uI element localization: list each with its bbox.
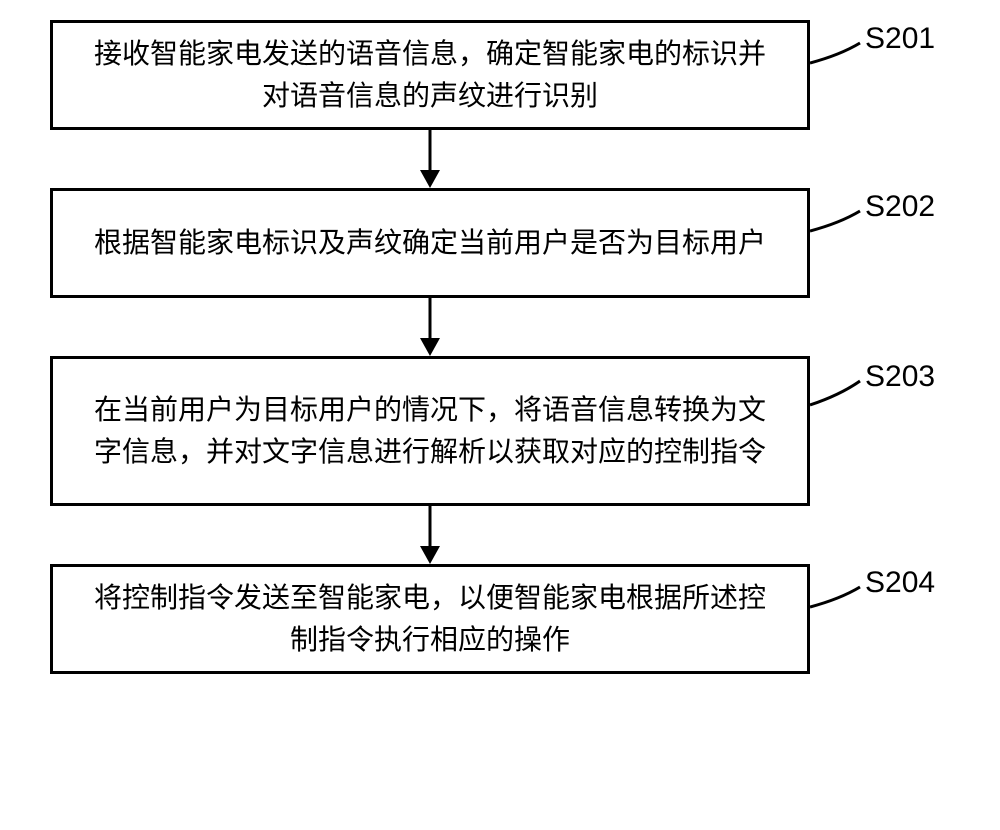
step-row-3: 在当前用户为目标用户的情况下，将语音信息转换为文字信息，并对文字信息进行解析以获… <box>50 356 950 506</box>
connector-2 <box>810 203 870 248</box>
step-box-2: 根据智能家电标识及声纹确定当前用户是否为目标用户 <box>50 188 810 298</box>
arrow-3 <box>50 506 810 564</box>
step-label-4: S204 <box>865 566 935 600</box>
step-row-2: 根据智能家电标识及声纹确定当前用户是否为目标用户 S202 <box>50 188 950 298</box>
step-row-4: 将控制指令发送至智能家电，以便智能家电根据所述控制指令执行相应的操作 S204 <box>50 564 950 674</box>
step-box-4: 将控制指令发送至智能家电，以便智能家电根据所述控制指令执行相应的操作 <box>50 564 810 674</box>
step-text-1: 接收智能家电发送的语音信息，确定智能家电的标识并对语音信息的声纹进行识别 <box>83 33 777 117</box>
connector-4 <box>810 579 870 624</box>
flowchart-container: 接收智能家电发送的语音信息，确定智能家电的标识并对语音信息的声纹进行识别 S20… <box>50 20 950 674</box>
step-label-2: S202 <box>865 190 935 224</box>
step-text-2: 根据智能家电标识及声纹确定当前用户是否为目标用户 <box>94 222 766 264</box>
arrow-2 <box>50 298 810 356</box>
step-row-1: 接收智能家电发送的语音信息，确定智能家电的标识并对语音信息的声纹进行识别 S20… <box>50 20 950 130</box>
step-label-3: S203 <box>865 360 935 394</box>
step-box-3: 在当前用户为目标用户的情况下，将语音信息转换为文字信息，并对文字信息进行解析以获… <box>50 356 810 506</box>
connector-1 <box>810 35 870 80</box>
step-text-4: 将控制指令发送至智能家电，以便智能家电根据所述控制指令执行相应的操作 <box>83 577 777 661</box>
step-box-1: 接收智能家电发送的语音信息，确定智能家电的标识并对语音信息的声纹进行识别 <box>50 20 810 130</box>
arrow-1 <box>50 130 810 188</box>
step-text-3: 在当前用户为目标用户的情况下，将语音信息转换为文字信息，并对文字信息进行解析以获… <box>83 389 777 473</box>
connector-3 <box>810 373 870 418</box>
step-label-1: S201 <box>865 22 935 56</box>
